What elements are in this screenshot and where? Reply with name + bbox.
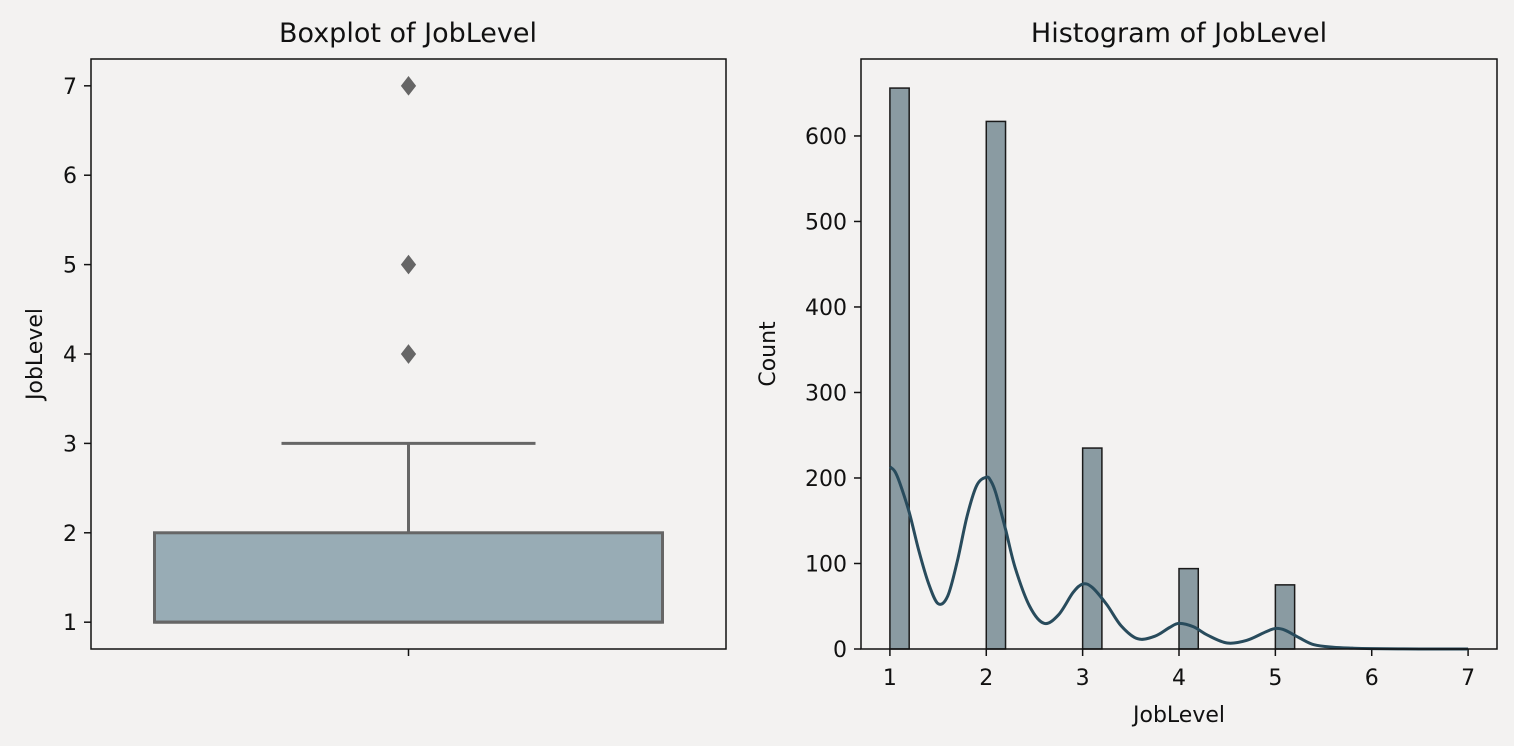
histogram-kde-line [888,465,1469,651]
histogram-y-tick-label: 500 [805,210,847,235]
histogram-x-tick-label: 2 [979,666,993,691]
boxplot-y-tick-label: 1 [63,611,77,636]
histogram-x-tick-label: 6 [1365,666,1379,691]
histogram-y-axis-label: Count [756,321,781,387]
histogram-y-ticks: 0 100 200 300 400 500 600 [805,125,861,663]
histogram-y-tick-label: 400 [805,296,847,321]
boxplot-box [153,531,664,624]
histogram-bar [1081,447,1103,650]
histogram-bar [1274,584,1296,650]
histogram-axes-frame [860,58,1498,650]
boxplot-title: Boxplot of JobLevel [279,18,537,49]
boxplot-y-tick-label: 4 [63,343,77,368]
boxplot-y-tick-label: 5 [63,254,77,279]
boxplot-y-tick-label: 6 [63,164,77,189]
histogram-bar [985,120,1007,650]
boxplot-y-axis-label: JobLevel [23,308,48,402]
histogram-x-tick-label: 7 [1461,666,1475,691]
histogram-title: Histogram of JobLevel [1031,18,1327,49]
histogram-bars [889,87,1296,650]
boxplot-axes-frame [90,58,727,650]
boxplot-outlier-point [400,254,417,275]
boxplot-outlier-point [400,344,417,364]
boxplot-outlier-point [400,76,417,96]
boxplot-marks [153,76,664,624]
histogram-x-axis-label: JobLevel [1131,703,1225,728]
boxplot-y-tick-label: 7 [63,75,77,100]
histogram-y-tick-label: 300 [805,381,847,406]
histogram-x-tick-label: 3 [1076,666,1090,691]
histogram-x-tick-label: 1 [883,666,897,691]
boxplot-y-tick-label: 2 [63,522,77,547]
histogram-x-tick-label: 4 [1172,666,1186,691]
histogram-y-tick-label: 0 [833,638,847,663]
boxplot-panel: Boxplot of JobLevel JobLevel 1 2 3 4 5 6 7 [23,18,727,656]
histogram-y-tick-label: 100 [805,552,847,577]
histogram-bar [1178,567,1200,650]
histogram-panel: Histogram of JobLevel Count JobLevel 0 10… [756,18,1498,728]
boxplot-y-ticks: 1 2 3 4 5 6 7 [63,75,91,636]
histogram-y-tick-label: 200 [805,467,847,492]
histogram-y-tick-label: 600 [805,125,847,150]
boxplot-y-tick-label: 3 [63,432,77,457]
histogram-x-ticks: 1 2 3 4 5 6 7 [883,649,1475,691]
histogram-x-tick-label: 5 [1268,666,1282,691]
histogram-bar [889,87,910,650]
